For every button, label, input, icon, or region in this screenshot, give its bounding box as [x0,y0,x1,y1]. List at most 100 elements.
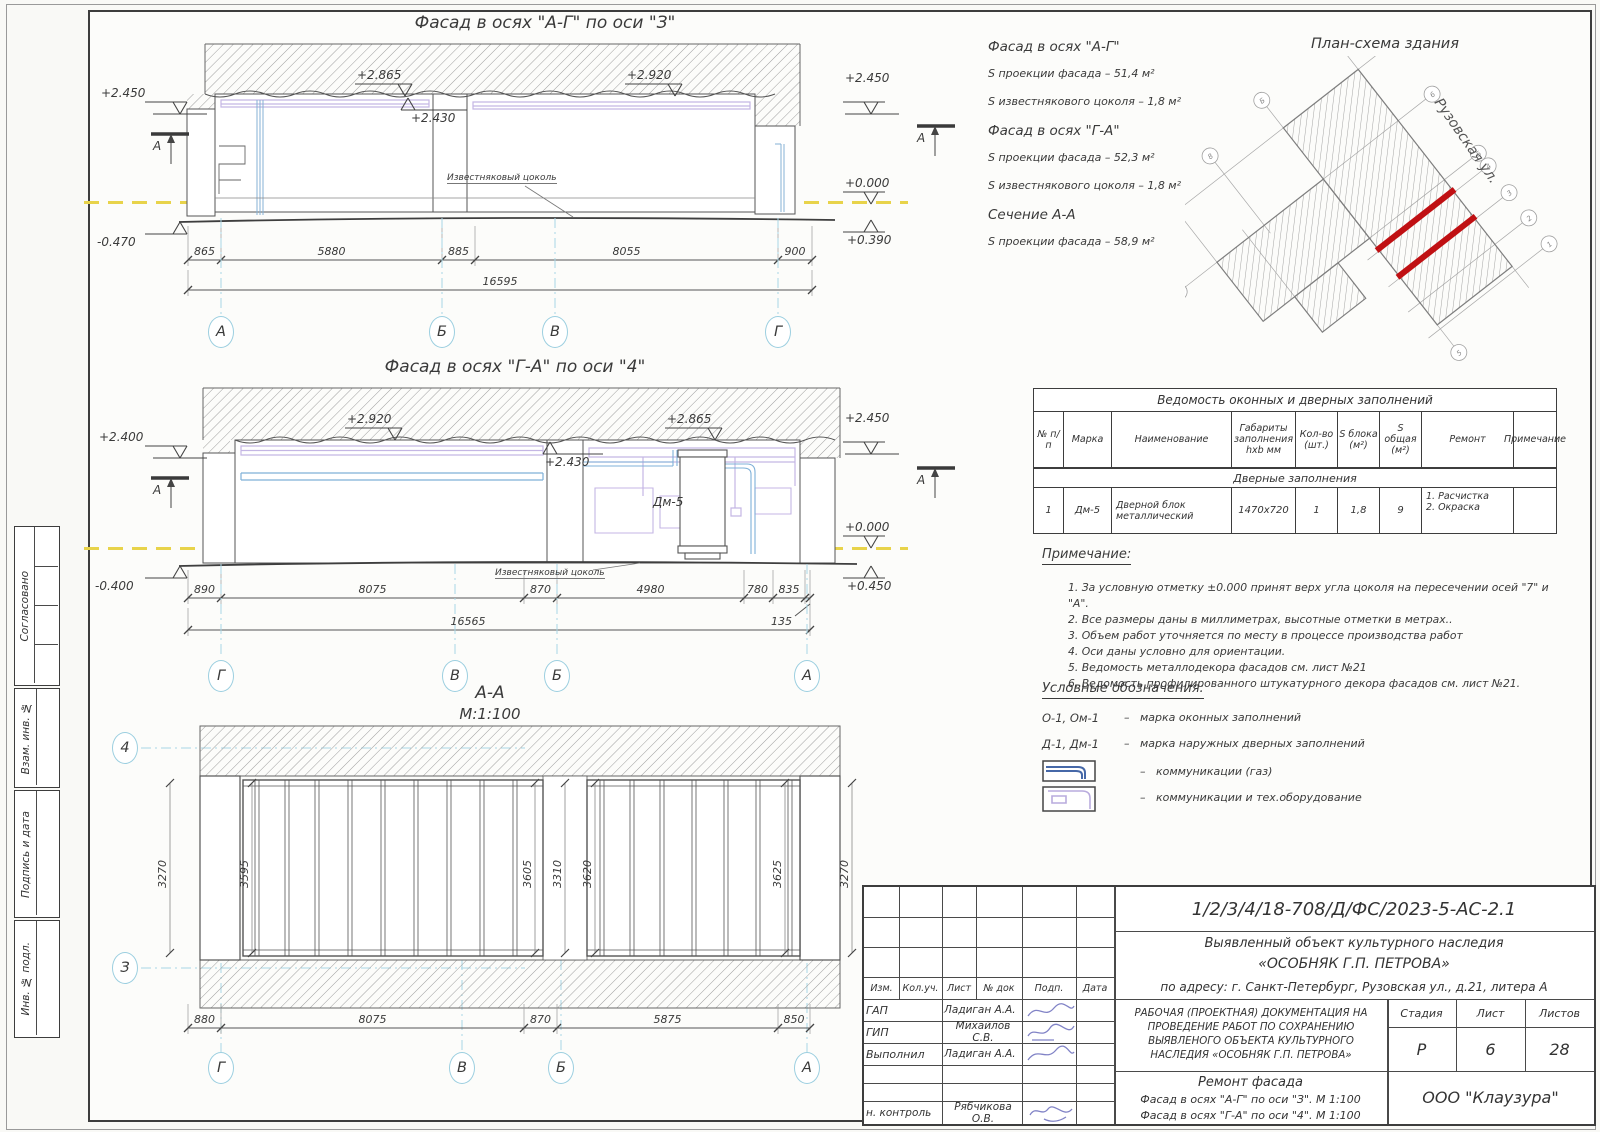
beam-block-2 [586,779,801,957]
side-box-vzam: Взам. инв. № [14,688,60,788]
wall-top-wavy-edge [204,90,776,98]
elevation-value: +2.450 [845,411,890,425]
role: ГАП [866,1003,888,1017]
walls [202,439,836,564]
sheets-label: Листов [1538,1006,1581,1020]
elevation-value: +2.450 [101,86,146,100]
table-title: Ведомость оконных и дверных заполнений [1157,393,1433,407]
role: н. контроль [866,1106,932,1119]
dim: 780 [747,583,768,596]
elevation-value: -0.470 [97,235,136,249]
role-name: Рябчикова О.В. [954,1100,1012,1125]
rev-col-header: Изм. [870,982,893,994]
areas-line: S проекции фасада – 52,3 м² [988,151,1155,164]
col-header: S общая (м²) [1380,411,1422,467]
dim: 8075 [358,583,387,596]
axis-bubble: Б [429,316,455,348]
dimension-lines [183,1004,815,1034]
object-name-line1: Выявленный объект культурного наследия [1204,935,1504,951]
axis-bubble: А [794,1052,820,1084]
legend-desc: коммуникации и тех.оборудование [1156,791,1362,804]
dim-vertical: 3270 [838,860,851,888]
elevation-value: +0.000 [845,520,890,534]
axis-bubble: Б [544,660,570,692]
side-box-approved: Согласовано [14,526,60,686]
dim: 870 [530,583,551,596]
col-header: Наименование [1112,411,1232,467]
plinth-annotation: Известняковый цоколь [447,173,557,185]
side-label-approved: Согласовано [19,570,31,642]
notes-title: Примечание: [1042,547,1132,565]
dim-total: 16595 [482,275,518,288]
note-item: 1. За условную отметку ±0.000 принят вер… [1068,581,1549,610]
elevation-value: +2.920 [347,412,392,426]
dim-vertical: 3625 [771,860,784,888]
plan-title: План-схема здания [1311,36,1459,52]
facade-2-title: Фасад в осях "Г-А" по оси "4" [384,357,646,377]
walls [186,93,796,217]
plinth-annotation: Известняковый цоколь [495,568,605,580]
beam-block-1 [242,779,544,957]
note-item: 5. Ведомость металлодекора фасадов см. л… [1068,661,1367,674]
col-header: Кол-во (шт.) [1296,411,1338,467]
dim: 5880 [317,245,346,258]
cell: 1 [1296,487,1338,533]
axis-bubble: В [449,1052,475,1084]
axis-bubbles-plan [1185,85,1558,361]
elevation-value: +2.920 [627,68,672,82]
dim-vertical: 3270 [156,860,169,888]
dim: 885 [448,245,469,258]
note-item: 4. Оси даны условно для ориентации. [1068,645,1286,658]
side-label-podpis: Подпись и дата [20,810,32,898]
tech-equipment-symbol-icon [1042,786,1096,812]
section-letter: А [917,131,926,145]
side-box-podpis: Подпись и дата [14,790,60,918]
hatching [187,43,801,126]
work-title: Ремонт фасада [1198,1074,1303,1090]
svg-text:4: 4 [1485,162,1493,171]
sheet-number: 6 [1485,1039,1496,1059]
facade-1-linework [145,43,955,314]
building-outline [1216,68,1513,334]
divider [34,605,58,606]
col-header: Марка [1064,411,1112,467]
elevation-marks [145,83,899,235]
repaired-facade-highlight [1374,187,1478,280]
dim: 8055 [612,245,641,258]
areas-line: S известнякового цоколя – 1,8 м² [988,95,1182,108]
dim-sub: 135 [771,615,792,628]
side-label-inv: Инв. № подл. [20,942,32,1016]
note-item: 2. Все размеры даны в миллиметрах, высот… [1068,613,1453,626]
cell: Дверной блок металлический [1112,487,1232,533]
elevation-marks [145,427,899,579]
axis-bubble: Г [765,316,791,348]
dim-vertical: 3620 [581,860,594,888]
dim: 870 [530,1013,551,1026]
axis-bubble: Г [208,660,234,692]
ground-line [178,561,858,567]
divider [36,689,37,785]
section-scale: М:1:100 [459,705,521,723]
divider [34,644,58,645]
elevation-value: +0.000 [845,176,890,190]
plan-schema-block: План-схема здания [1185,36,1580,381]
rev-col-header: Кол.уч. [902,982,939,994]
rev-col-header: № док [983,982,1015,994]
legend-key: О-1, Ом-1 [1042,711,1100,725]
door-mark-label: Дм-5 [653,495,684,509]
document-number: 1/2/3/4/18-708/Д/ФС/2023-5-АС-2.1 [1191,898,1517,920]
cell: Дм-5 [1064,487,1112,533]
work-line: Фасад в осях "А-Г" по оси "З". М 1:100 [1140,1092,1361,1106]
areas-heading: Фасад в осях "А-Г" [988,39,1120,55]
section-cut-marks [151,124,955,164]
doc-description: РАБОЧАЯ (ПРОЕКТНАЯ) ДОКУМЕНТАЦИЯ НА ПРОВ… [1134,1008,1368,1061]
sheet-label: Лист [1476,1006,1505,1020]
axis-bubble: 4 [112,732,138,764]
company-name: ООО "Клаузура" [1422,1088,1559,1107]
door-dm5 [677,449,728,560]
openings-schedule-table: Ведомость оконных и дверных заполнений №… [1033,388,1566,534]
role-name: Михайлов С.В. [955,1020,1011,1044]
signature [1027,1023,1075,1041]
sheets-total: 28 [1549,1039,1570,1059]
